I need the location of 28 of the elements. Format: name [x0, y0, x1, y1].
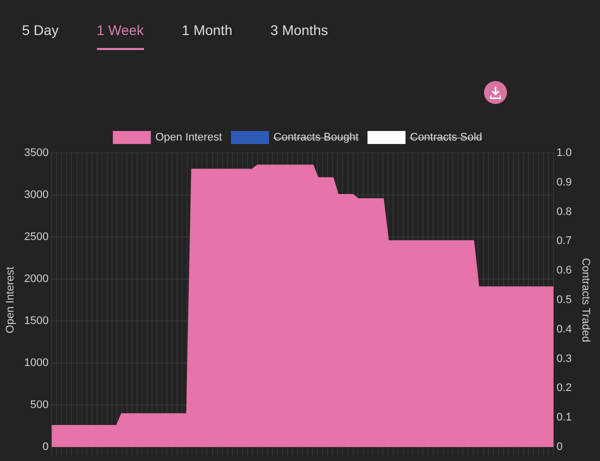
- y2-tick-label: 0.9: [556, 176, 572, 188]
- y-tick-label: 0: [42, 441, 49, 454]
- y2-tick-label: 0.5: [556, 294, 572, 306]
- text: 1 Month: [182, 22, 232, 40]
- y-tick-label: 2000: [24, 273, 49, 286]
- y2-tick-label: 0.4: [556, 323, 572, 336]
- text: 1 Week: [96, 22, 144, 50]
- y-tick-label: 2500: [24, 231, 49, 244]
- y-tick-label: 500: [30, 399, 49, 412]
- y2-axis-title: Contracts Traded: [579, 258, 592, 342]
- y-axis-title: Open Interest: [4, 266, 17, 334]
- y2-tick-label: 0.1: [556, 412, 572, 424]
- y2-tick-label: 0.6: [556, 264, 572, 277]
- legend-label: Contracts Bought: [274, 132, 359, 144]
- text: 3 Months: [270, 22, 328, 40]
- y-tick-label: 1500: [24, 315, 49, 328]
- text: 5 Day: [22, 22, 59, 40]
- y-tick-label: 3500: [24, 147, 49, 160]
- y-tick-label: 1000: [24, 357, 49, 370]
- y-tick-label: 3000: [24, 189, 49, 202]
- y2-tick-label: 1.0: [556, 147, 572, 160]
- legend-label: Open Interest: [155, 132, 222, 144]
- legend-label: Contracts Sold: [410, 132, 482, 144]
- y2-tick-label: 0.7: [556, 235, 572, 248]
- y2-tick-label: 0.3: [556, 352, 572, 365]
- y2-tick-label: 0.8: [556, 206, 572, 218]
- y2-tick-label: 0.2: [556, 382, 572, 394]
- y2-tick-label: 0: [556, 441, 563, 454]
